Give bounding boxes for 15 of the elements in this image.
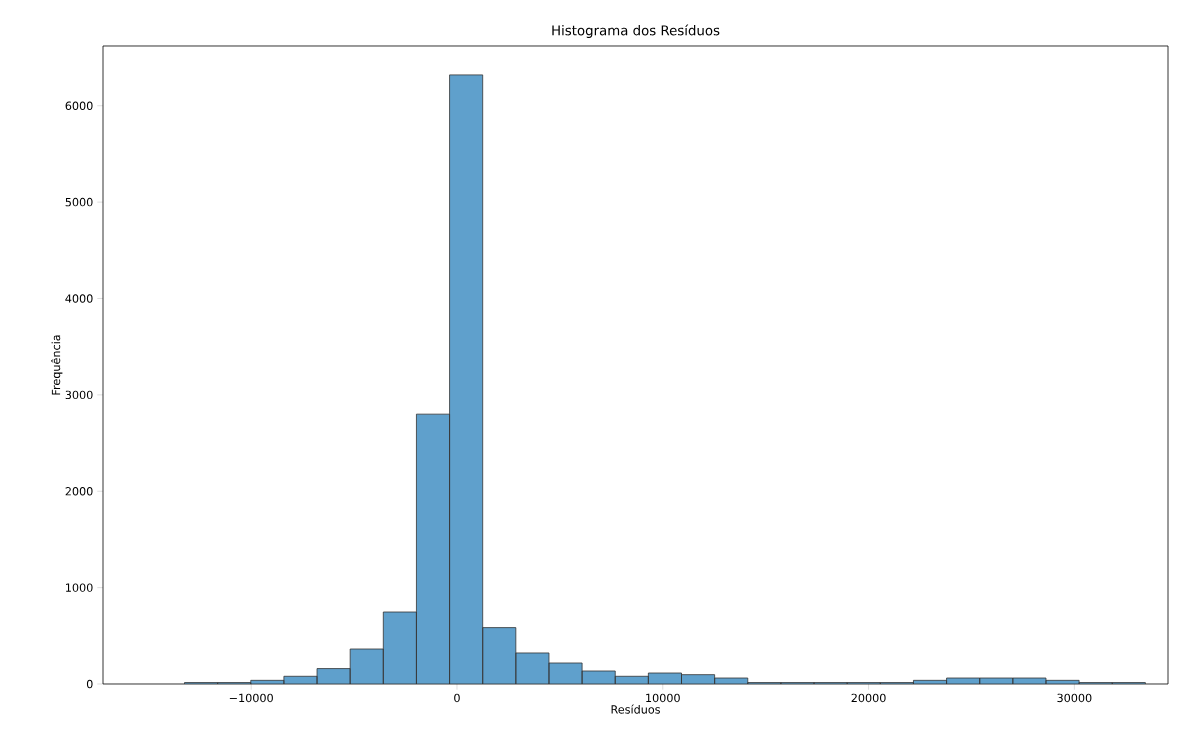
x-tick-label: 30000 [1057, 693, 1092, 703]
y-tick-label: 6000 [65, 101, 93, 110]
x-tick-label: 0 [454, 693, 460, 703]
chart-title: Histograma dos Resíduos [552, 24, 720, 38]
y-tick-label: 0 [86, 679, 93, 689]
x-tick-label: 10000 [646, 693, 680, 703]
y-tick-label: 3000 [65, 390, 93, 400]
y-tick-label: 1000 [66, 583, 93, 592]
y-tick-label: 2000 [65, 487, 93, 496]
x-tick-label: −10000 [229, 693, 273, 703]
y-axis-title: Frequência [51, 335, 63, 395]
y-tick-label: 4000 [65, 294, 93, 303]
y-tick-label: 5000 [65, 197, 93, 207]
x-axis-title: Resíduos [611, 704, 660, 714]
x-tick-label: 20000 [851, 693, 886, 703]
